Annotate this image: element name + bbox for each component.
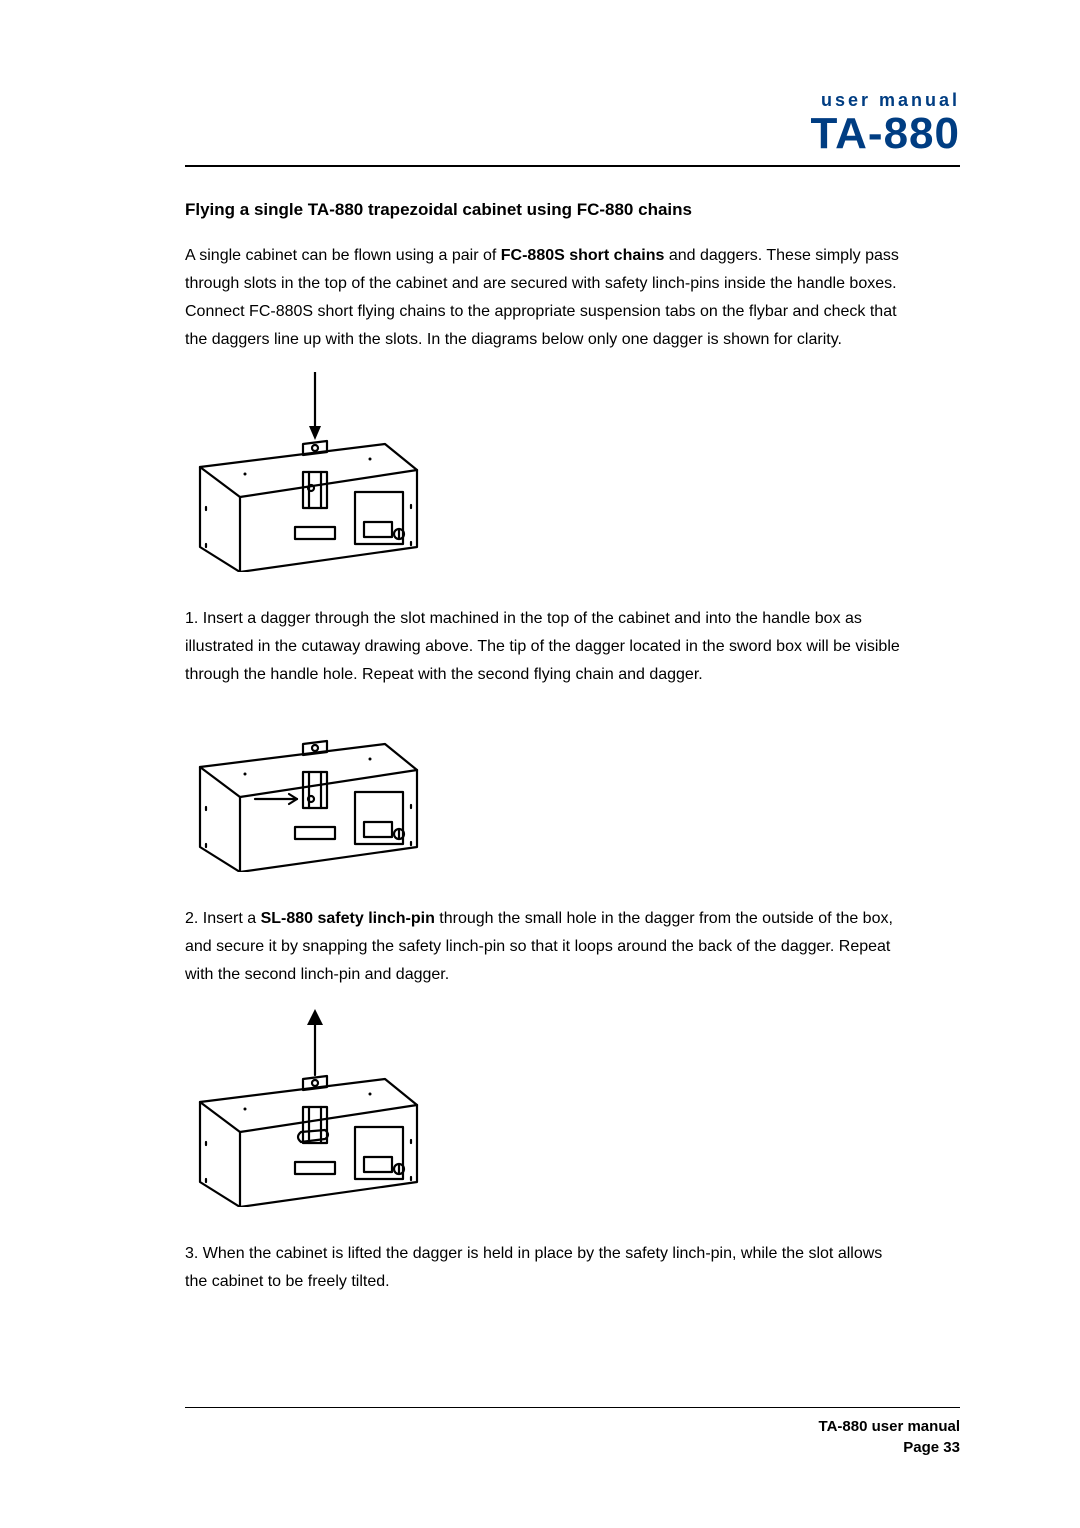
intro-paragraph: A single cabinet can be flown using a pa… <box>185 242 905 354</box>
diagram-step-3 <box>185 1007 960 1212</box>
content-area: Flying a single TA-880 trapezoidal cabin… <box>185 200 960 1314</box>
page: user manual TA-880 Flying a single TA-88… <box>0 0 1080 1528</box>
page-footer: TA-880 user manual Page 33 <box>819 1416 960 1458</box>
header-subtitle: user manual <box>811 90 960 111</box>
header-rule <box>185 165 960 167</box>
diagram-step-2 <box>185 707 960 877</box>
header-title: TA-880 <box>811 109 960 159</box>
cabinet-svg-1 <box>185 372 430 572</box>
intro-bold-term: FC-880S short chains <box>501 247 665 264</box>
footer-doc-title: TA-880 user manual <box>819 1416 960 1437</box>
step-1-text: 1. Insert a dagger through the slot mach… <box>185 605 905 689</box>
intro-text-before: A single cabinet can be flown using a pa… <box>185 247 501 264</box>
page-header: user manual TA-880 <box>811 90 960 159</box>
step2-before: 2. Insert a <box>185 910 261 927</box>
footer-rule <box>185 1407 960 1408</box>
footer-page-number: Page 33 <box>819 1437 960 1458</box>
step-3-text: 3. When the cabinet is lifted the dagger… <box>185 1240 905 1296</box>
section-heading: Flying a single TA-880 trapezoidal cabin… <box>185 200 960 220</box>
cabinet-svg-2 <box>185 707 430 872</box>
step-2-text: 2. Insert a SL-880 safety linch-pin thro… <box>185 905 905 989</box>
cabinet-svg-3 <box>185 1007 430 1207</box>
step2-bold-term: SL-880 safety linch-pin <box>261 910 435 927</box>
diagram-step-1 <box>185 372 960 577</box>
